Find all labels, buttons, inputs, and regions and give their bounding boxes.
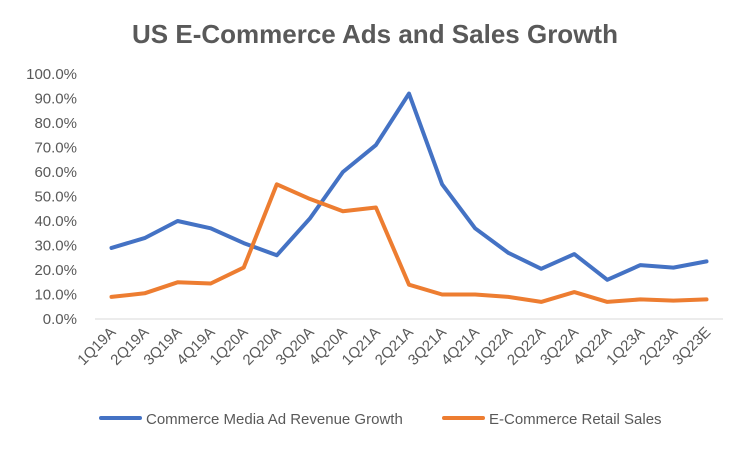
legend-label-2: E-Commerce Retail Sales: [489, 411, 662, 428]
y-tick-label: 90.0%: [34, 91, 77, 108]
series-line-1: [109, 91, 709, 282]
series-line-2: [109, 182, 709, 304]
x-axis-ticks: 1Q19A2Q19A3Q19A4Q19A1Q20A2Q20A3Q20A4Q20A…: [74, 324, 714, 369]
y-tick-label: 80.0%: [34, 115, 77, 132]
x-tick-label: 3Q23E: [669, 324, 714, 369]
legend: Commerce Media Ad Revenue Growth E-Commer…: [99, 411, 662, 428]
y-tick-label: 70.0%: [34, 140, 77, 157]
y-axis-ticks: 0.0% 10.0% 20.0% 30.0% 40.0% 50.0% 60.0% 70.0% 8…: [26, 66, 77, 328]
y-tick-label: 50.0%: [34, 189, 77, 206]
y-tick-label: 60.0%: [34, 164, 77, 181]
chart-title: US E-Commerce Ads and Sales Growth: [132, 19, 618, 49]
legend-label-1: Commerce Media Ad Revenue Growth: [146, 411, 403, 428]
y-tick-label: 30.0%: [34, 238, 77, 255]
y-tick-label: 40.0%: [34, 213, 77, 230]
series-layer: [109, 91, 709, 304]
y-tick-label: 0.0%: [43, 311, 77, 328]
y-tick-label: 10.0%: [34, 287, 77, 304]
y-tick-label: 20.0%: [34, 262, 77, 279]
y-tick-label: 100.0%: [26, 66, 77, 83]
